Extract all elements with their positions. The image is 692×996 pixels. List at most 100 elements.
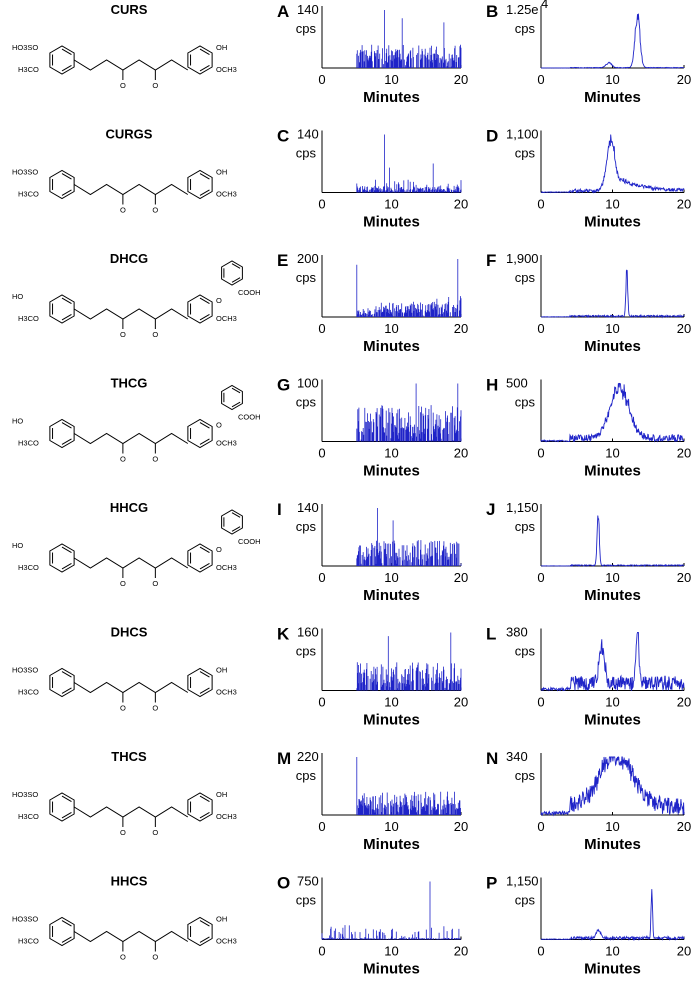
right-xtick-label-0: 0: [537, 72, 544, 87]
compound-name: CURGS: [106, 127, 153, 142]
left-xlabel: Minutes: [363, 463, 420, 480]
right-methoxy: OCH3: [216, 563, 237, 572]
compound-name: THCG: [111, 376, 148, 391]
left-ylabel: cps: [296, 893, 317, 908]
left-methoxy: H3CO: [18, 314, 39, 323]
right-ring-bond: [199, 173, 210, 180]
left-trace: [356, 10, 462, 68]
left-top-substituent: HO3SO: [12, 790, 38, 799]
right-ylabel: cps: [515, 519, 536, 534]
left-top-substituent: HO3SO: [12, 43, 38, 52]
left-trace: [356, 383, 462, 442]
left-xtick-label-20: 20: [454, 695, 468, 710]
glucuronide-ring-bond: [231, 263, 241, 269]
right-xtick-label-20: 20: [677, 197, 691, 212]
compound-name: DHCG: [110, 251, 148, 266]
glucuronide-ring-bond: [231, 387, 241, 394]
left-xtick-label-0: 0: [318, 446, 325, 461]
right-xtick-label-20: 20: [677, 819, 691, 834]
right-xtick-label-10: 10: [605, 944, 619, 959]
right-xlabel: Minutes: [584, 961, 641, 978]
left-ring-bond: [61, 563, 72, 570]
right-ring-bond: [199, 795, 210, 802]
ketone-label-1: O: [152, 704, 158, 713]
right-trace: [540, 756, 685, 817]
right-methoxy: OCH3: [216, 439, 237, 448]
ymax-label: 140: [297, 2, 319, 17]
panel-letter: H: [486, 376, 498, 395]
right-methoxy: OCH3: [216, 812, 237, 821]
right-trace: [540, 515, 685, 567]
carboxyl-label: COOH: [238, 288, 261, 297]
compound-name: CURS: [111, 2, 148, 17]
right-hydroxyl: OH: [216, 790, 227, 799]
right-hydroxyl: OH: [216, 43, 227, 52]
right-xtick-label-0: 0: [537, 695, 544, 710]
right-trace: [540, 382, 685, 443]
glucuronide-ring-bond: [231, 277, 241, 283]
left-ring: [49, 294, 75, 324]
ketone-label-0: O: [120, 330, 126, 339]
ketone-label-0: O: [120, 206, 126, 215]
glucuronide-ring-bond: [231, 526, 241, 532]
panel-letter: J: [486, 500, 495, 519]
panel-d: D 1,100 0 10 20 Minutes cps: [486, 127, 691, 231]
panel-letter: E: [277, 251, 288, 270]
left-top-substituent: HO: [12, 541, 23, 550]
left-trace: [321, 881, 461, 940]
ketone-label-0: O: [120, 953, 126, 962]
left-ylabel: cps: [296, 768, 317, 783]
right-xlabel: Minutes: [584, 89, 641, 106]
panel-letter: O: [277, 874, 290, 893]
panel-l: L 380 0 10 20 Minutes cps: [486, 625, 691, 729]
left-ylabel: cps: [296, 270, 317, 285]
left-ring-bond: [61, 48, 72, 55]
right-xtick-label-10: 10: [605, 72, 619, 87]
compound-name: HHCS: [111, 874, 148, 889]
panel-f: F 1,900 0 10 20 Minutes cps: [486, 251, 691, 355]
panel-letter: G: [277, 376, 290, 395]
right-ring-bond: [199, 422, 210, 429]
right-ring-bond: [199, 936, 210, 943]
right-xtick-label-0: 0: [537, 819, 544, 834]
right-trace: [540, 13, 685, 69]
right-xtick-label-0: 0: [537, 321, 544, 336]
right-ring-bond: [199, 812, 210, 819]
row-hhcs: HHCS O O HO3SO H3CO OH OCH3 O 750 0 10 20 Minutes cps…: [12, 874, 691, 978]
ymax-label: 220: [297, 749, 319, 764]
ketone-label-0: O: [120, 828, 126, 837]
ketone-label-0: O: [120, 81, 126, 90]
panel-k: K 160 0 10 20 Minutes cps: [277, 625, 468, 729]
right-xtick-label-20: 20: [677, 446, 691, 461]
right-ylabel: cps: [515, 644, 536, 659]
left-ylabel: cps: [296, 519, 317, 534]
glucuronide-ring: [221, 260, 243, 286]
right-methoxy: OCH3: [216, 314, 237, 323]
ketone-label-0: O: [120, 455, 126, 464]
panel-letter: M: [277, 749, 291, 768]
left-ring-bond: [61, 314, 72, 321]
panel-m: M 220 0 10 20 Minutes cps: [277, 749, 468, 853]
left-ring-bond: [61, 546, 72, 553]
right-ring-bond: [199, 297, 210, 304]
left-xtick-label-10: 10: [384, 72, 398, 87]
left-ring: [49, 169, 75, 200]
right-xtick-label-20: 20: [677, 944, 691, 959]
right-methoxy: OCH3: [216, 937, 237, 946]
left-trace: [356, 259, 462, 317]
left-ring-bond: [61, 795, 72, 802]
panel-j: J 1,150 0 10 20 Minutes cps: [486, 500, 691, 604]
carboxyl-label: COOH: [238, 413, 261, 422]
ymax-label: 140: [297, 127, 319, 142]
right-ylabel: cps: [515, 395, 536, 410]
right-xtick-label-10: 10: [605, 446, 619, 461]
panel-n: N 340 0 10 20 Minutes cps: [486, 749, 691, 853]
right-xlabel: Minutes: [584, 463, 641, 480]
right-xlabel: Minutes: [584, 836, 641, 853]
ketone-label-1: O: [152, 953, 158, 962]
chain: [73, 930, 189, 943]
panel-letter: P: [486, 874, 497, 893]
ketone-label-1: O: [152, 81, 158, 90]
